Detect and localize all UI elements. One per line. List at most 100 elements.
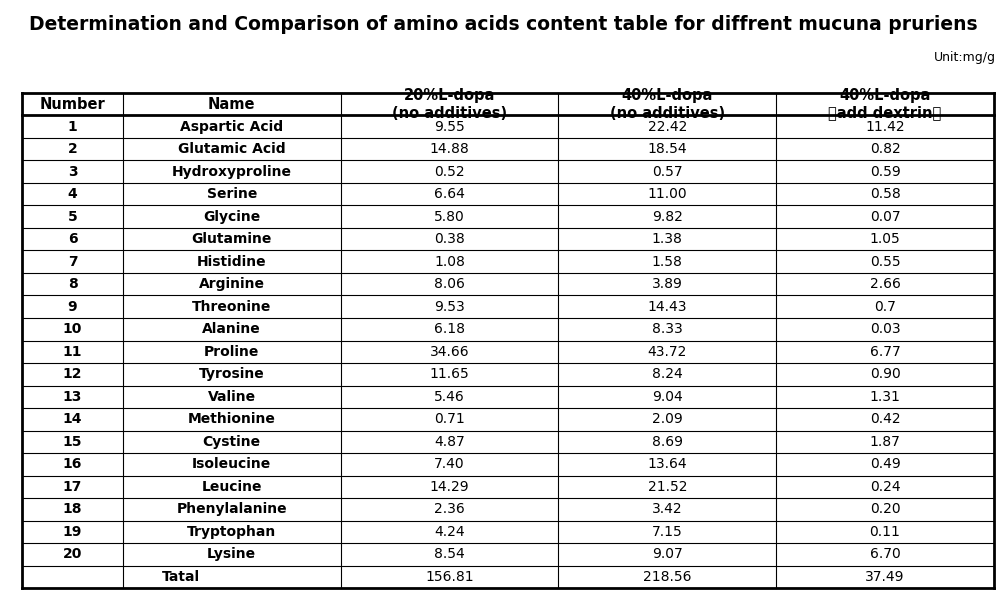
Text: 11.00: 11.00 — [648, 187, 687, 201]
Text: 5.46: 5.46 — [435, 390, 465, 404]
Text: 7.15: 7.15 — [652, 525, 683, 539]
Text: 0.59: 0.59 — [869, 165, 900, 179]
Text: Serine: Serine — [206, 187, 257, 201]
Text: Lysine: Lysine — [207, 547, 257, 561]
Text: 14: 14 — [62, 412, 82, 426]
Text: Methionine: Methionine — [188, 412, 276, 426]
Text: 4: 4 — [67, 187, 77, 201]
Text: 0.03: 0.03 — [870, 322, 900, 336]
Text: 9.55: 9.55 — [435, 120, 465, 134]
Text: 3: 3 — [67, 165, 77, 179]
Text: Valine: Valine — [207, 390, 256, 404]
Text: Number: Number — [39, 96, 106, 111]
Text: Phenylalanine: Phenylalanine — [176, 503, 287, 516]
Text: 37.49: 37.49 — [865, 570, 904, 584]
Text: 9: 9 — [67, 300, 77, 314]
Text: 4.24: 4.24 — [435, 525, 465, 539]
Text: 34.66: 34.66 — [430, 345, 470, 359]
Text: Glutamine: Glutamine — [191, 232, 272, 246]
Text: 20: 20 — [62, 547, 82, 561]
Text: 11.42: 11.42 — [865, 120, 904, 134]
Text: 8.54: 8.54 — [435, 547, 465, 561]
Text: 9.07: 9.07 — [652, 547, 683, 561]
Text: 3.42: 3.42 — [652, 503, 683, 516]
Text: 1.58: 1.58 — [652, 255, 683, 269]
Text: 9.82: 9.82 — [652, 210, 683, 223]
Text: 1.87: 1.87 — [869, 435, 900, 449]
Text: 0.55: 0.55 — [870, 255, 900, 269]
Text: 9.04: 9.04 — [652, 390, 683, 404]
Text: 6.70: 6.70 — [869, 547, 900, 561]
Text: 8: 8 — [67, 277, 77, 291]
Text: 19: 19 — [62, 525, 82, 539]
Text: 0.49: 0.49 — [869, 458, 900, 471]
Text: 218.56: 218.56 — [643, 570, 691, 584]
Text: 0.20: 0.20 — [870, 503, 900, 516]
Text: Cystine: Cystine — [203, 435, 261, 449]
Text: 0.07: 0.07 — [870, 210, 900, 223]
Text: 0.71: 0.71 — [435, 412, 465, 426]
Text: 6.64: 6.64 — [435, 187, 465, 201]
Text: Proline: Proline — [204, 345, 260, 359]
Text: 2.09: 2.09 — [652, 412, 683, 426]
Text: Leucine: Leucine — [201, 480, 262, 494]
Text: 20%L-dopa
(no additives): 20%L-dopa (no additives) — [392, 87, 507, 120]
Text: 12: 12 — [62, 367, 82, 382]
Text: 13: 13 — [62, 390, 82, 404]
Text: 0.11: 0.11 — [869, 525, 900, 539]
Text: 0.38: 0.38 — [435, 232, 465, 246]
Text: 7.40: 7.40 — [435, 458, 465, 471]
Text: Determination and Comparison of amino acids content table for diffrent mucuna pr: Determination and Comparison of amino ac… — [29, 15, 977, 34]
Text: 13.64: 13.64 — [648, 458, 687, 471]
Text: 1.31: 1.31 — [869, 390, 900, 404]
Text: 0.7: 0.7 — [874, 300, 896, 314]
Text: 0.58: 0.58 — [869, 187, 900, 201]
Text: 17: 17 — [62, 480, 82, 494]
Text: 0.52: 0.52 — [435, 165, 465, 179]
Text: 156.81: 156.81 — [426, 570, 474, 584]
Text: 8.69: 8.69 — [652, 435, 683, 449]
Text: Name: Name — [208, 96, 256, 111]
Text: 11.65: 11.65 — [430, 367, 470, 382]
Text: 1.08: 1.08 — [435, 255, 465, 269]
Text: 7: 7 — [67, 255, 77, 269]
Text: Unit:mg/g: Unit:mg/g — [934, 51, 996, 64]
Text: 1.05: 1.05 — [869, 232, 900, 246]
Text: 43.72: 43.72 — [648, 345, 687, 359]
Text: 14.43: 14.43 — [648, 300, 687, 314]
Text: 8.33: 8.33 — [652, 322, 683, 336]
Text: Tatal: Tatal — [162, 570, 200, 584]
Text: Alanine: Alanine — [202, 322, 262, 336]
Text: 1: 1 — [67, 120, 77, 134]
Text: Arginine: Arginine — [199, 277, 265, 291]
Text: 9.53: 9.53 — [435, 300, 465, 314]
Text: 0.82: 0.82 — [869, 142, 900, 156]
Text: 0.42: 0.42 — [870, 412, 900, 426]
Text: Hydroxyproline: Hydroxyproline — [172, 165, 292, 179]
Text: 0.90: 0.90 — [869, 367, 900, 382]
Text: 0.57: 0.57 — [652, 165, 683, 179]
Text: 4.87: 4.87 — [435, 435, 465, 449]
Text: Aspartic Acid: Aspartic Acid — [180, 120, 284, 134]
Text: 2.66: 2.66 — [869, 277, 900, 291]
Text: 14.29: 14.29 — [430, 480, 470, 494]
Text: 0.24: 0.24 — [870, 480, 900, 494]
Text: 40%L-dopa
(no additives): 40%L-dopa (no additives) — [610, 87, 725, 120]
Text: 18: 18 — [62, 503, 82, 516]
Text: Threonine: Threonine — [192, 300, 272, 314]
Text: 1.38: 1.38 — [652, 232, 683, 246]
Text: 15: 15 — [62, 435, 82, 449]
Text: 16: 16 — [62, 458, 82, 471]
Text: 6: 6 — [67, 232, 77, 246]
Text: 5.80: 5.80 — [435, 210, 465, 223]
Text: Histidine: Histidine — [197, 255, 267, 269]
Text: 2.36: 2.36 — [435, 503, 465, 516]
Text: 10: 10 — [62, 322, 82, 336]
Text: Tyrosine: Tyrosine — [199, 367, 265, 382]
Text: 40%L-dopa
（add dextrin）: 40%L-dopa （add dextrin） — [828, 87, 942, 120]
Text: 8.24: 8.24 — [652, 367, 683, 382]
Text: 18.54: 18.54 — [648, 142, 687, 156]
Text: 6.77: 6.77 — [869, 345, 900, 359]
Text: Glycine: Glycine — [203, 210, 261, 223]
Text: Glutamic Acid: Glutamic Acid — [178, 142, 286, 156]
